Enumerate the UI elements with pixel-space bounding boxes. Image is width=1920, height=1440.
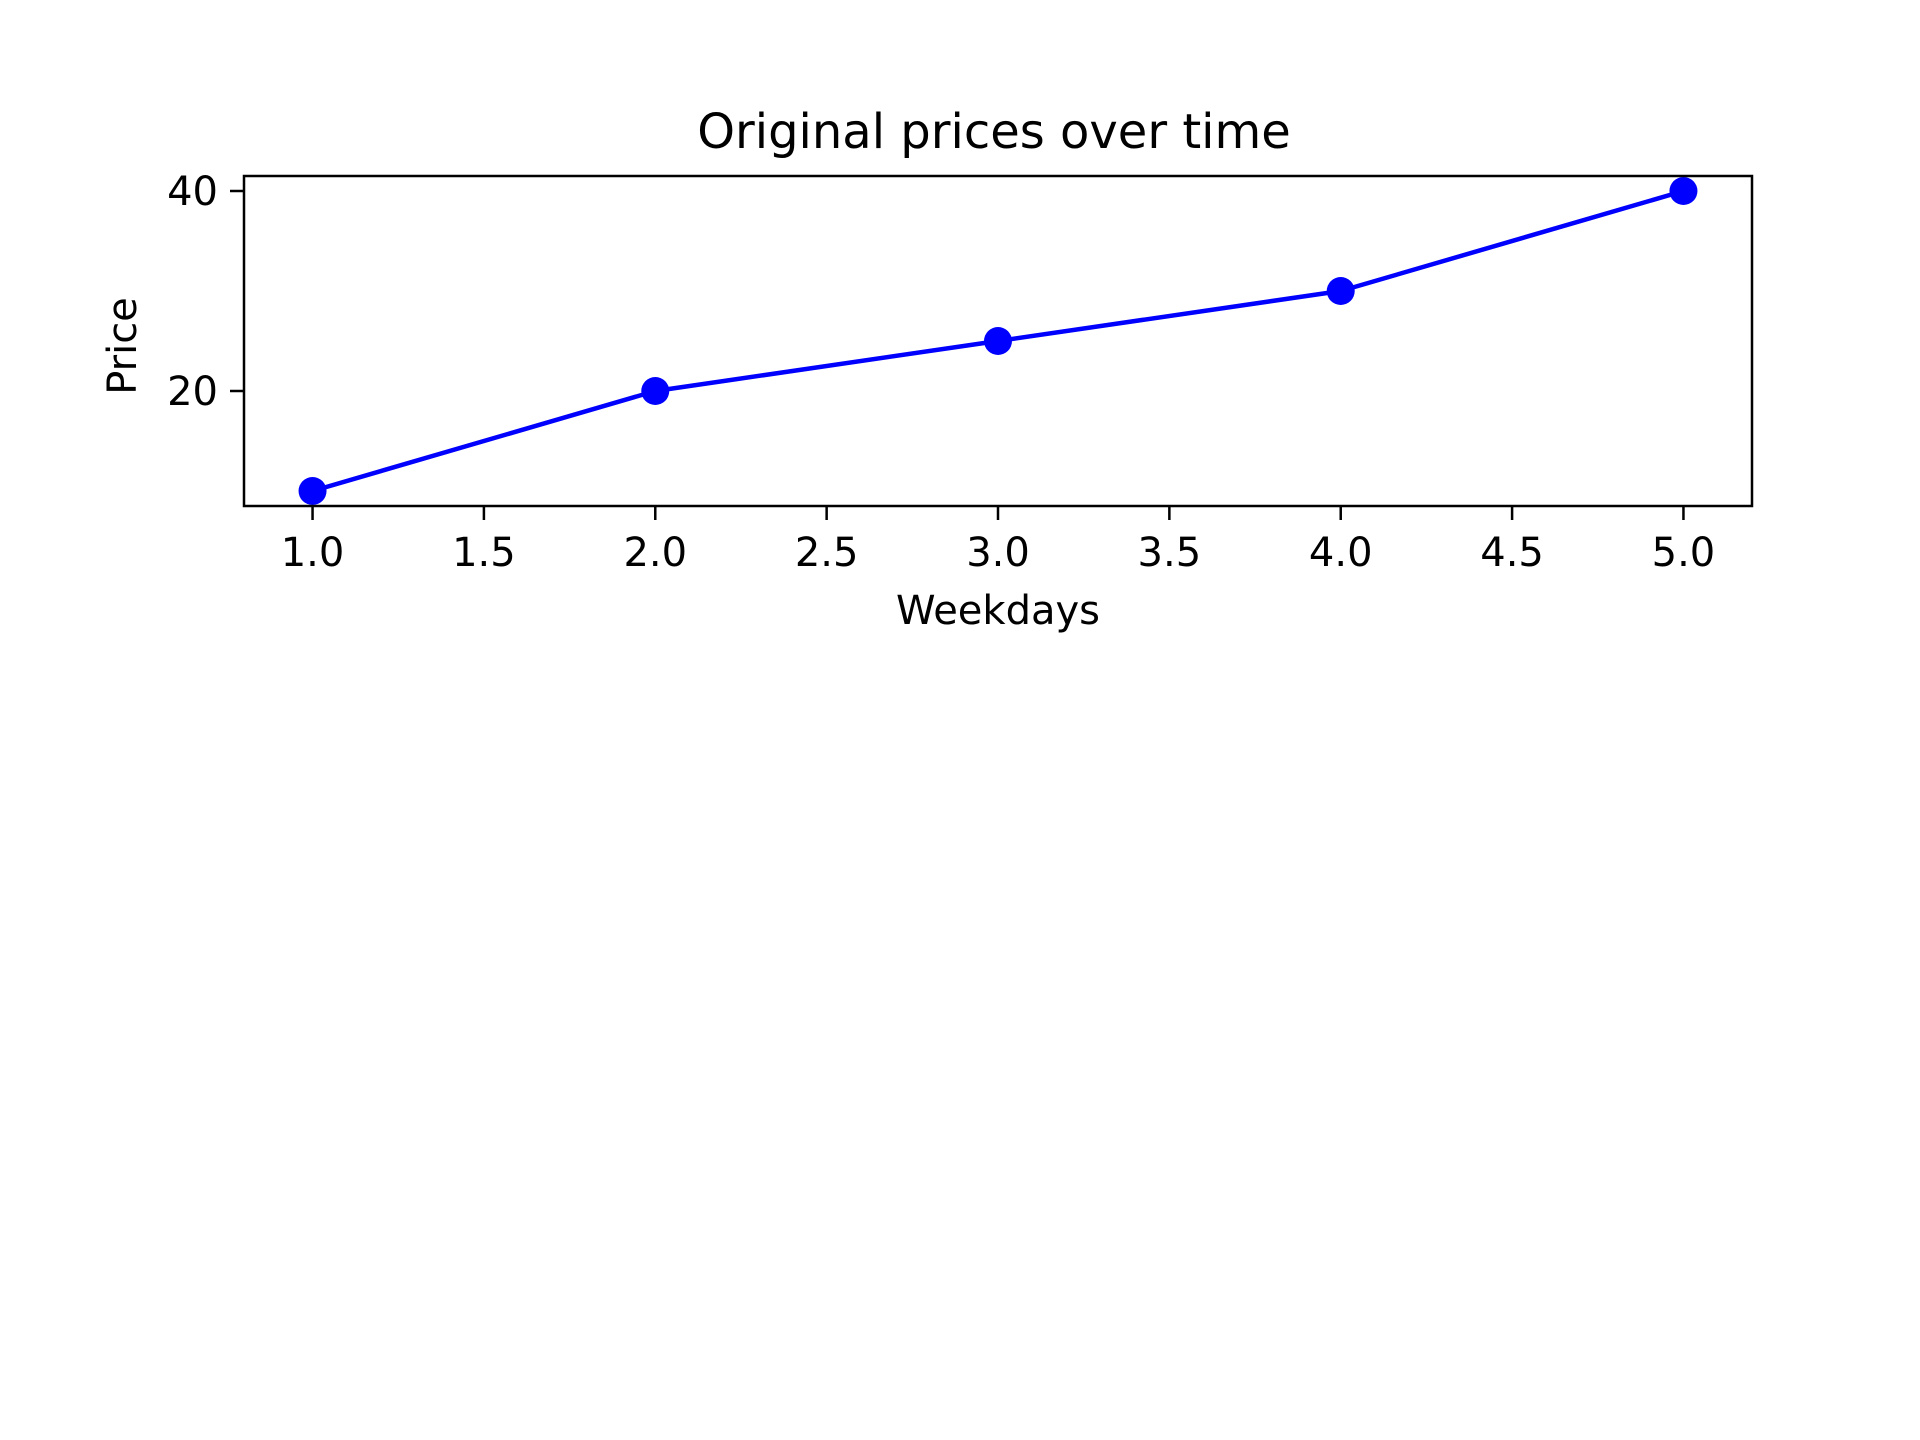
chart-title: Original prices over time xyxy=(697,104,1291,160)
plot-area xyxy=(298,177,1698,505)
x-axis-label: Weekdays xyxy=(896,588,1100,634)
x-tick-label: 2.0 xyxy=(623,530,687,576)
data-point xyxy=(1669,177,1698,205)
x-tick-label: 3.0 xyxy=(966,530,1030,576)
y-axis-label: Price xyxy=(100,297,146,395)
x-tick-label: 4.5 xyxy=(1480,530,1544,576)
data-point xyxy=(1326,277,1355,305)
data-point xyxy=(641,377,670,405)
x-tick-label: 4.0 xyxy=(1309,530,1373,576)
x-tick-label: 5.0 xyxy=(1652,530,1716,576)
data-point xyxy=(984,327,1012,355)
x-axis: 1.0 1.5 2.0 2.5 3.0 3.5 4.0 4.5 5.0 xyxy=(281,506,1716,576)
x-tick-label: 1.0 xyxy=(281,530,345,576)
x-tick-label: 1.5 xyxy=(452,530,516,576)
x-tick-label: 3.5 xyxy=(1138,530,1202,576)
y-tick-label: 40 xyxy=(167,169,218,215)
y-tick-label: 20 xyxy=(167,369,218,415)
data-point xyxy=(298,477,327,505)
x-tick-label: 2.5 xyxy=(795,530,859,576)
